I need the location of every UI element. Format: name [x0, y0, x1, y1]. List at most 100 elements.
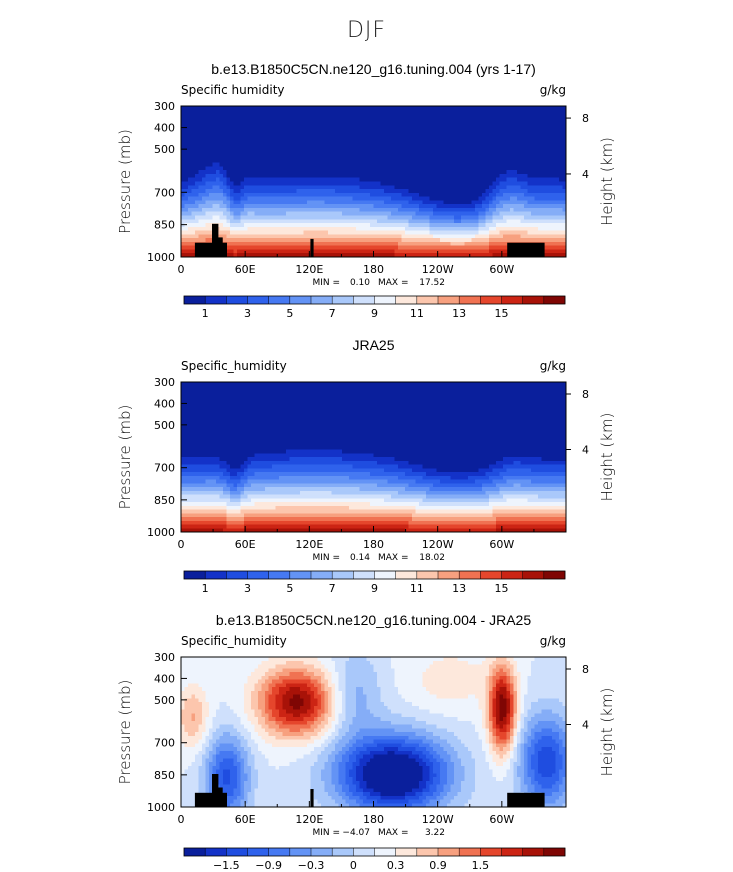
field-cell — [282, 705, 294, 711]
field-cell — [240, 754, 249, 759]
field-cell — [188, 732, 196, 737]
colorbar-swatch — [353, 571, 375, 579]
field-cell — [181, 509, 228, 514]
field-cell — [188, 765, 200, 771]
field-cell — [373, 803, 413, 808]
xtick-label: 120W — [422, 813, 454, 826]
field-cell — [384, 200, 410, 205]
field-cell — [184, 698, 200, 703]
field-cell — [482, 724, 487, 729]
field-cell — [492, 679, 497, 684]
colorbar-swatch — [332, 296, 354, 304]
field-cell — [338, 803, 350, 808]
field-cell — [331, 739, 340, 744]
ytick-right-label: 8 — [582, 112, 589, 125]
field-cell — [321, 668, 329, 673]
colorbar-swatch — [416, 848, 439, 856]
field-cell — [328, 728, 336, 733]
field-cell — [244, 765, 252, 771]
field-cell — [181, 389, 567, 394]
field-cell — [324, 747, 336, 752]
field-cell — [489, 717, 494, 722]
field-cell — [517, 698, 522, 703]
field-cell — [181, 524, 228, 529]
field-cell — [181, 397, 567, 402]
field-cell — [181, 528, 224, 533]
colorbar-label: 11 — [410, 307, 424, 320]
field-cell — [251, 694, 259, 699]
field-cell — [349, 773, 357, 778]
field-cell — [181, 106, 567, 111]
field-cell — [230, 204, 245, 209]
field-cell — [240, 479, 249, 484]
field-cell — [328, 758, 336, 763]
field-cell — [436, 750, 448, 756]
field-cell — [181, 412, 567, 417]
field-cell — [429, 196, 480, 201]
field-cell — [415, 758, 424, 763]
xtick-label: 60E — [235, 538, 256, 551]
field-cell — [331, 732, 340, 737]
field-cell — [345, 683, 378, 688]
field-cell — [384, 498, 424, 503]
field-cell — [195, 732, 203, 737]
field-cell — [216, 758, 224, 763]
field-cell — [335, 743, 347, 748]
colorbar-swatch — [247, 571, 269, 579]
field-cell — [181, 121, 567, 126]
field-cell — [520, 679, 529, 684]
field-cell — [496, 702, 501, 707]
colorbar-swatch — [289, 296, 312, 304]
field-cell — [440, 765, 448, 771]
field-cell — [506, 709, 511, 714]
field-cell — [429, 487, 483, 492]
field-cell — [359, 728, 396, 733]
field-cell — [265, 698, 270, 703]
field-cell — [251, 460, 378, 466]
field-cell — [237, 487, 245, 492]
field-cell — [335, 698, 343, 703]
field-cell — [499, 230, 529, 235]
field-cell — [342, 690, 347, 696]
field-cell — [436, 795, 445, 801]
field-cell — [275, 705, 284, 711]
field-cell — [219, 170, 228, 175]
colorbar-swatch — [311, 571, 333, 579]
field-cell — [534, 196, 567, 201]
field-cell — [331, 709, 336, 714]
field-cell — [366, 780, 420, 786]
field-cell — [513, 762, 522, 767]
field-cell — [461, 784, 476, 789]
field-cell — [475, 769, 494, 774]
colorbar-swatch — [480, 848, 502, 856]
field-cell — [520, 234, 567, 239]
field-cell — [555, 720, 567, 726]
field-cell — [279, 475, 350, 481]
field-cell — [324, 724, 333, 729]
field-cell — [447, 750, 459, 756]
field-cell — [349, 475, 399, 481]
field-cell — [345, 773, 350, 778]
field-cell — [219, 215, 228, 220]
field-cell — [195, 717, 203, 722]
field-cell — [513, 709, 518, 714]
ytick-label: 400 — [154, 122, 175, 135]
field-cell — [303, 717, 315, 722]
field-cell — [198, 204, 214, 209]
field-cell — [433, 234, 476, 239]
field-cell — [212, 765, 221, 771]
field-cell — [181, 660, 263, 666]
field-cell — [265, 728, 277, 733]
field-cell — [331, 490, 399, 496]
ytick-label: 1000 — [147, 251, 175, 264]
field-cell — [286, 709, 308, 714]
field-cell — [251, 750, 263, 756]
field-cell — [559, 769, 567, 774]
field-cell — [485, 657, 497, 662]
field-cell — [286, 717, 305, 722]
field-cell — [219, 177, 228, 183]
field-cell — [223, 769, 231, 774]
field-cell — [265, 709, 273, 714]
field-cell — [559, 747, 567, 752]
field-cell — [510, 690, 515, 696]
